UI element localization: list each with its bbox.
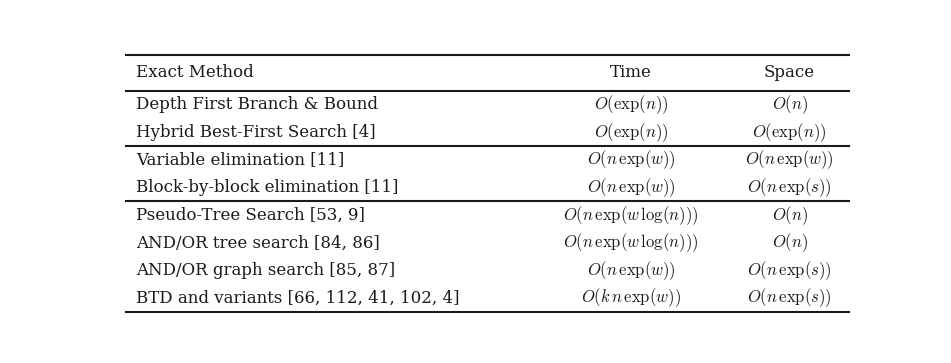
Text: AND/OR graph search [85, 87]: AND/OR graph search [85, 87]	[136, 262, 395, 279]
Text: $O(n\,\mathrm{exp}(s))$: $O(n\,\mathrm{exp}(s))$	[747, 176, 832, 199]
Text: $O(n\,\mathrm{exp}(w\,\mathrm{log}(n)))$: $O(n\,\mathrm{exp}(w\,\mathrm{log}(n)))$	[563, 204, 699, 227]
Text: $O(n\,\mathrm{exp}(w))$: $O(n\,\mathrm{exp}(w))$	[746, 149, 834, 171]
Text: Hybrid Best-First Search [4]: Hybrid Best-First Search [4]	[136, 124, 376, 141]
Text: Exact Method: Exact Method	[136, 64, 254, 81]
Text: $O(\mathrm{exp}(n))$: $O(\mathrm{exp}(n))$	[593, 121, 669, 144]
Text: $O(n\,\mathrm{exp}(w\,\mathrm{log}(n)))$: $O(n\,\mathrm{exp}(w\,\mathrm{log}(n)))$	[563, 232, 699, 254]
Text: $O(\mathrm{exp}(n))$: $O(\mathrm{exp}(n))$	[593, 94, 669, 116]
Text: Pseudo-Tree Search [53, 9]: Pseudo-Tree Search [53, 9]	[136, 207, 364, 224]
Text: $O(n\,\mathrm{exp}(w))$: $O(n\,\mathrm{exp}(w))$	[587, 149, 675, 171]
Text: AND/OR tree search [84, 86]: AND/OR tree search [84, 86]	[136, 234, 379, 252]
Text: $O(n\,\mathrm{exp}(s))$: $O(n\,\mathrm{exp}(s))$	[747, 259, 832, 282]
Text: Variable elimination [11]: Variable elimination [11]	[136, 152, 344, 168]
Text: Space: Space	[764, 64, 815, 81]
Text: $O(k\,n\,\mathrm{exp}(w))$: $O(k\,n\,\mathrm{exp}(w))$	[581, 287, 681, 309]
Text: $O(n)$: $O(n)$	[771, 94, 807, 116]
Text: $O(n)$: $O(n)$	[771, 232, 807, 254]
Text: $O(n\,\mathrm{exp}(w))$: $O(n\,\mathrm{exp}(w))$	[587, 176, 675, 199]
Text: Time: Time	[611, 64, 652, 81]
Text: BTD and variants [66, 112, 41, 102, 4]: BTD and variants [66, 112, 41, 102, 4]	[136, 290, 459, 307]
Text: Block-by-block elimination [11]: Block-by-block elimination [11]	[136, 179, 398, 196]
Text: $O(n)$: $O(n)$	[771, 204, 807, 227]
Text: $O(\mathrm{exp}(n))$: $O(\mathrm{exp}(n))$	[752, 121, 826, 144]
Text: Depth First Branch & Bound: Depth First Branch & Bound	[136, 97, 378, 113]
Text: $O(n\,\mathrm{exp}(w))$: $O(n\,\mathrm{exp}(w))$	[587, 259, 675, 282]
Text: $O(n\,\mathrm{exp}(s))$: $O(n\,\mathrm{exp}(s))$	[747, 287, 832, 309]
